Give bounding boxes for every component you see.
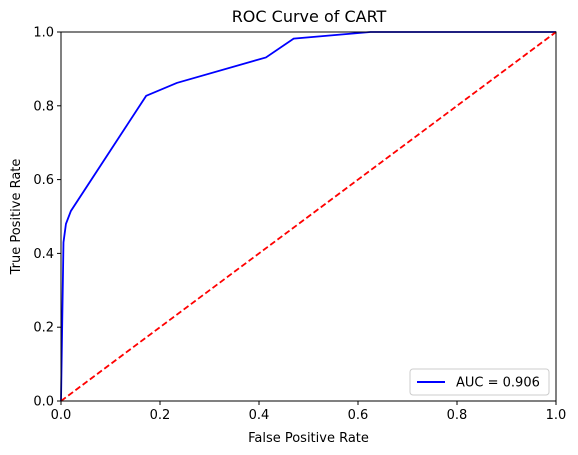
y-tick-label: 0.4 [33,247,54,262]
roc-curve-line [60,31,556,402]
x-axis-ticks: 0.0 0.2 0.4 0.6 0.8 1.0 [51,401,567,423]
x-tick-label: 0.4 [249,408,270,423]
y-tick-label: 1.0 [33,26,54,41]
legend: AUC = 0.906 [409,368,550,396]
legend-box [409,368,550,396]
x-tick-label: 0.6 [348,408,369,423]
legend-label-auc: AUC = 0.906 [456,376,540,391]
x-tick-label: 0.0 [51,408,72,423]
y-axis-label: True Positive Rate [9,159,24,276]
chart-title: ROC Curve of CART [232,7,387,26]
x-axis-label: False Positive Rate [248,431,369,446]
y-tick-label: 0.2 [33,321,54,336]
x-tick-label: 1.0 [546,408,567,423]
chance-diagonal-line [60,31,557,402]
y-axis-ticks: 0.0 0.2 0.4 0.6 0.8 1.0 [33,26,61,410]
plot-curves [60,31,557,402]
y-tick-label: 0.8 [33,99,54,114]
plot-frame [60,31,557,402]
y-tick-label: 0.0 [33,395,54,410]
x-tick-label: 0.2 [150,408,171,423]
y-tick-label: 0.6 [33,173,54,188]
x-tick-label: 0.8 [447,408,468,423]
